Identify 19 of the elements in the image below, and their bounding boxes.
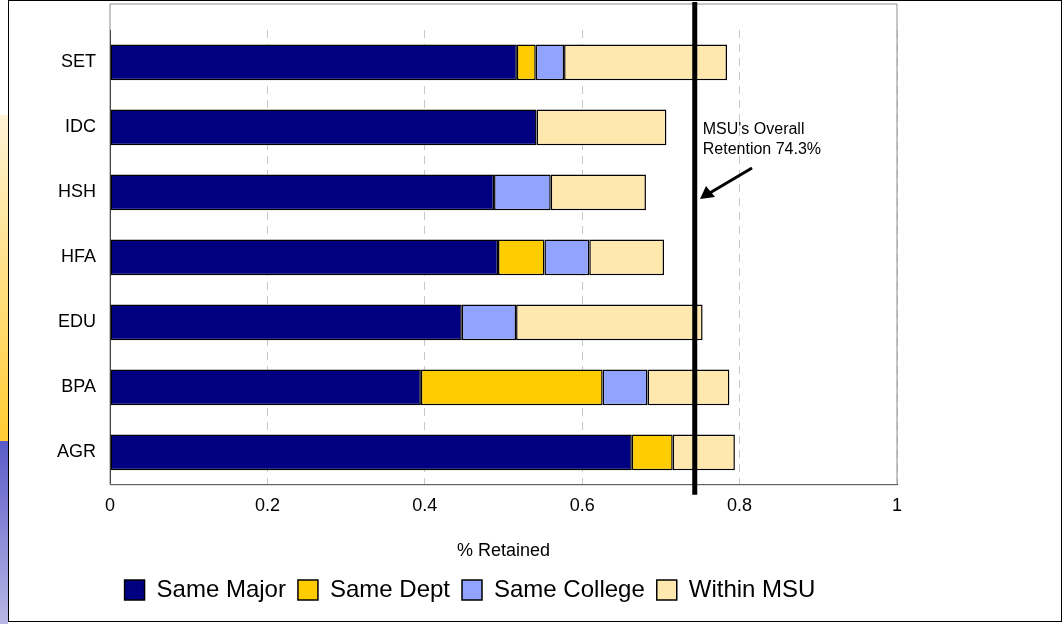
x-tick-label: 0.2	[254, 494, 280, 515]
x-tick-label: 0.6	[569, 494, 595, 515]
ref-line-label: MSU's Overall Retention 74.3%	[702, 120, 822, 158]
y-tick-label: HSH	[57, 181, 97, 202]
x-tick-label: 0	[105, 494, 116, 515]
x-tick-label: 0.4	[412, 494, 438, 515]
y-tick-label: SET	[60, 51, 97, 72]
y-tick-label: BPA	[61, 376, 97, 397]
x-axis-title: % Retained	[456, 540, 551, 561]
y-tick-label: AGR	[56, 441, 97, 462]
legend-label: Same Major	[156, 574, 286, 602]
x-tick-label: 0.8	[727, 494, 753, 515]
legend-label: Same College	[494, 574, 645, 602]
legend-label: Same Dept	[329, 574, 451, 602]
legend-label: Within MSU	[688, 574, 816, 602]
y-tick-label: HFA	[60, 246, 97, 267]
x-tick-label: 1	[891, 494, 903, 515]
y-tick-label: IDC	[65, 116, 97, 137]
y-tick-label: EDU	[57, 311, 97, 332]
